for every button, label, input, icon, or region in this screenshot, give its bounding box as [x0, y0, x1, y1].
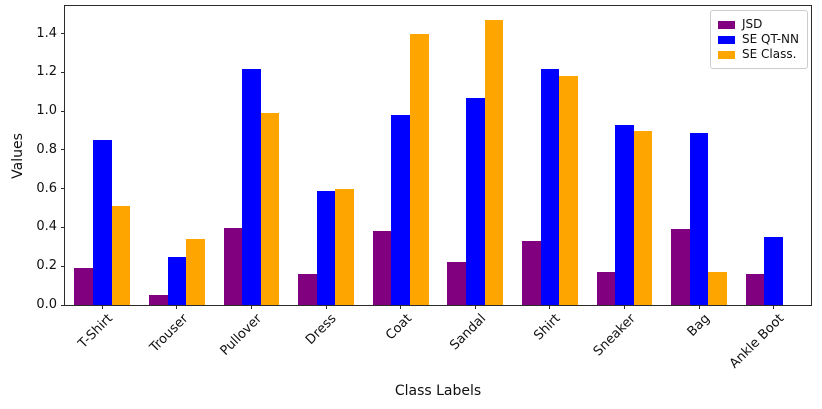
y-tick-label-1.2: 1.2	[36, 64, 57, 80]
y-tick-mark-0.4	[61, 226, 65, 228]
y-tick-mark-0.0	[61, 304, 65, 306]
legend-label-jsd: JSD	[742, 17, 763, 31]
y-tick-mark-0.6	[61, 188, 65, 190]
x-tick-mark-sandal	[474, 305, 476, 309]
bar-jsd-bag	[671, 229, 690, 305]
y-tick-mark-0.2	[61, 265, 65, 267]
x-tick-label-pullover: Pullover	[217, 311, 266, 359]
x-tick-mark-trouser	[176, 305, 178, 309]
bar-se-qt-nn-trouser	[167, 256, 187, 305]
y-tick-label-0.0: 0.0	[36, 297, 57, 312]
bar-se-class-sandal	[484, 20, 504, 305]
x-tick-mark-dress	[325, 305, 327, 309]
x-axis-label: Class Labels	[394, 383, 482, 399]
bar-se-qt-nn-t-shirt	[92, 140, 112, 305]
x-tick-mark-bag	[698, 305, 700, 309]
bar-jsd-sneaker	[596, 272, 616, 305]
bar-se-qt-nn-shirt	[540, 68, 560, 305]
x-tick-label-trouser: Trouser	[146, 311, 191, 356]
x-tick-mark-ankle-boot	[773, 305, 775, 309]
bar-se-class-t-shirt	[111, 206, 131, 305]
bar-jsd-t-shirt	[74, 268, 93, 305]
y-tick-mark-0.8	[61, 149, 65, 151]
bar-jsd-pullover	[223, 227, 243, 305]
bar-jsd-dress	[298, 274, 317, 305]
y-tick-label-0.8: 0.8	[36, 141, 57, 157]
x-tick-label-coat: Coat	[382, 311, 415, 344]
bar-se-class-shirt	[559, 76, 578, 305]
x-tick-label-sandal: Sandal	[447, 311, 490, 354]
legend-item-se-class: SE Class.	[718, 48, 799, 61]
bar-se-class-coat	[410, 33, 429, 305]
y-tick-mark-1.0	[61, 110, 65, 112]
bar-se-class-bag	[708, 272, 728, 305]
bar-se-class-trouser	[186, 239, 205, 305]
bar-se-qt-nn-sneaker	[615, 124, 634, 305]
x-tick-label-bag: Bag	[684, 311, 714, 340]
bar-se-qt-nn-dress	[316, 190, 336, 305]
y-tick-label-0.6: 0.6	[36, 180, 57, 196]
legend-label-se-qt-nn: SE QT-NN	[742, 32, 799, 46]
x-tick-label-ankle-boot: Ankle Boot	[727, 311, 788, 372]
x-tick-mark-pullover	[251, 305, 252, 309]
bar-jsd-shirt	[521, 241, 541, 305]
y-tick-label-0.2: 0.2	[36, 258, 57, 274]
bar-jsd-trouser	[148, 295, 168, 305]
bar-se-qt-nn-ankle-boot	[764, 237, 784, 305]
bar-se-qt-nn-pullover	[242, 68, 261, 305]
bar-jsd-sandal	[447, 262, 466, 305]
plot-area: 0.0 0.2 0.4 0.6 0.8 1.0 1.2 1.4 T-Shirt Trouser P…	[36, 5, 812, 372]
y-axis-label: Values	[10, 133, 26, 179]
bar-se-qt-nn-coat	[391, 115, 411, 305]
legend-swatch-jsd	[718, 20, 736, 29]
bar-se-class-pullover	[260, 113, 280, 305]
y-tick-label-0.4: 0.4	[36, 219, 57, 235]
bar-se-qt-nn-sandal	[465, 97, 485, 305]
y-tick-label-1.4: 1.4	[36, 25, 57, 41]
legend: JSD SE QT-NN SE Class.	[710, 10, 808, 69]
bar-jsd-coat	[372, 231, 392, 305]
legend-item-jsd: JSD	[718, 18, 799, 31]
bar-se-class-dress	[335, 188, 355, 305]
x-tick-label-t-shirt: T-Shirt	[75, 311, 117, 352]
x-tick-mark-t-shirt	[101, 305, 103, 309]
legend-label-se-class: SE Class.	[742, 47, 797, 61]
x-tick-mark-shirt	[549, 305, 551, 309]
x-tick-label-sneaker: Sneaker	[590, 311, 639, 360]
legend-item-se-qt-nn: SE QT-NN	[718, 33, 799, 46]
bar-jsd-ankle-boot	[745, 274, 765, 305]
x-tick-mark-coat	[400, 305, 402, 309]
y-tick-label-1.0: 1.0	[36, 103, 57, 119]
y-tick-mark-1.4	[61, 33, 65, 35]
bar-se-qt-nn-bag	[689, 132, 709, 305]
legend-swatch-se-class	[718, 50, 736, 59]
legend-swatch-se-qt-nn	[718, 35, 736, 44]
x-tick-label-dress: Dress	[303, 311, 341, 348]
y-tick-mark-1.2	[61, 71, 65, 73]
bar-se-class-sneaker	[633, 130, 653, 305]
x-tick-mark-sneaker	[624, 305, 625, 309]
x-tick-label-shirt: Shirt	[531, 311, 564, 344]
